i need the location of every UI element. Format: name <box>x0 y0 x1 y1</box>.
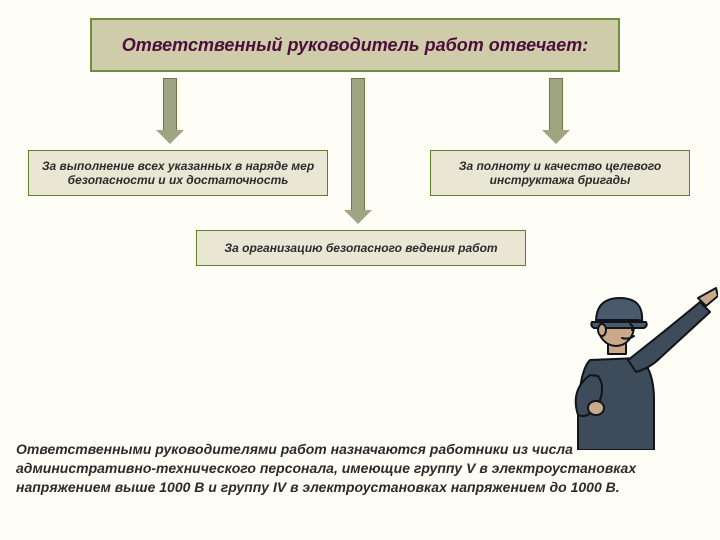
arrow-right <box>542 78 570 144</box>
arrow-mid-head <box>344 210 372 224</box>
box-left-text: За выполнение всех указанных в наряде ме… <box>39 159 317 187</box>
pointing-figure <box>550 280 718 450</box>
box-right: За полноту и качество целевого инструкта… <box>430 150 690 196</box>
arrow-right-head <box>542 130 570 144</box>
arrow-right-shaft <box>549 78 563 130</box>
box-mid: За организацию безопасного ведения работ <box>196 230 526 266</box>
title-box: Ответственный руководитель работ отвечае… <box>90 18 620 72</box>
box-right-text: За полноту и качество целевого инструкта… <box>441 159 679 187</box>
arrow-left-head <box>156 130 184 144</box>
box-left: За выполнение всех указанных в наряде ме… <box>28 150 328 196</box>
arrow-left <box>156 78 184 144</box>
arrow-mid <box>344 78 372 224</box>
arrow-mid-shaft <box>351 78 365 210</box>
title-text: Ответственный руководитель работ отвечае… <box>122 35 589 56</box>
arrow-left-shaft <box>163 78 177 130</box>
bottom-paragraph-text: Ответственными руководителями работ назн… <box>16 441 636 495</box>
box-mid-text: За организацию безопасного ведения работ <box>224 241 497 255</box>
